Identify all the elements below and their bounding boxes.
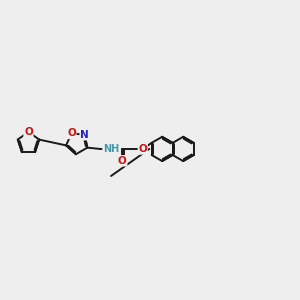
Text: O: O (118, 156, 127, 166)
Text: O: O (138, 144, 147, 154)
Text: O: O (67, 128, 76, 138)
Text: NH: NH (103, 144, 119, 154)
Text: N: N (80, 130, 89, 140)
Text: O: O (24, 127, 33, 137)
